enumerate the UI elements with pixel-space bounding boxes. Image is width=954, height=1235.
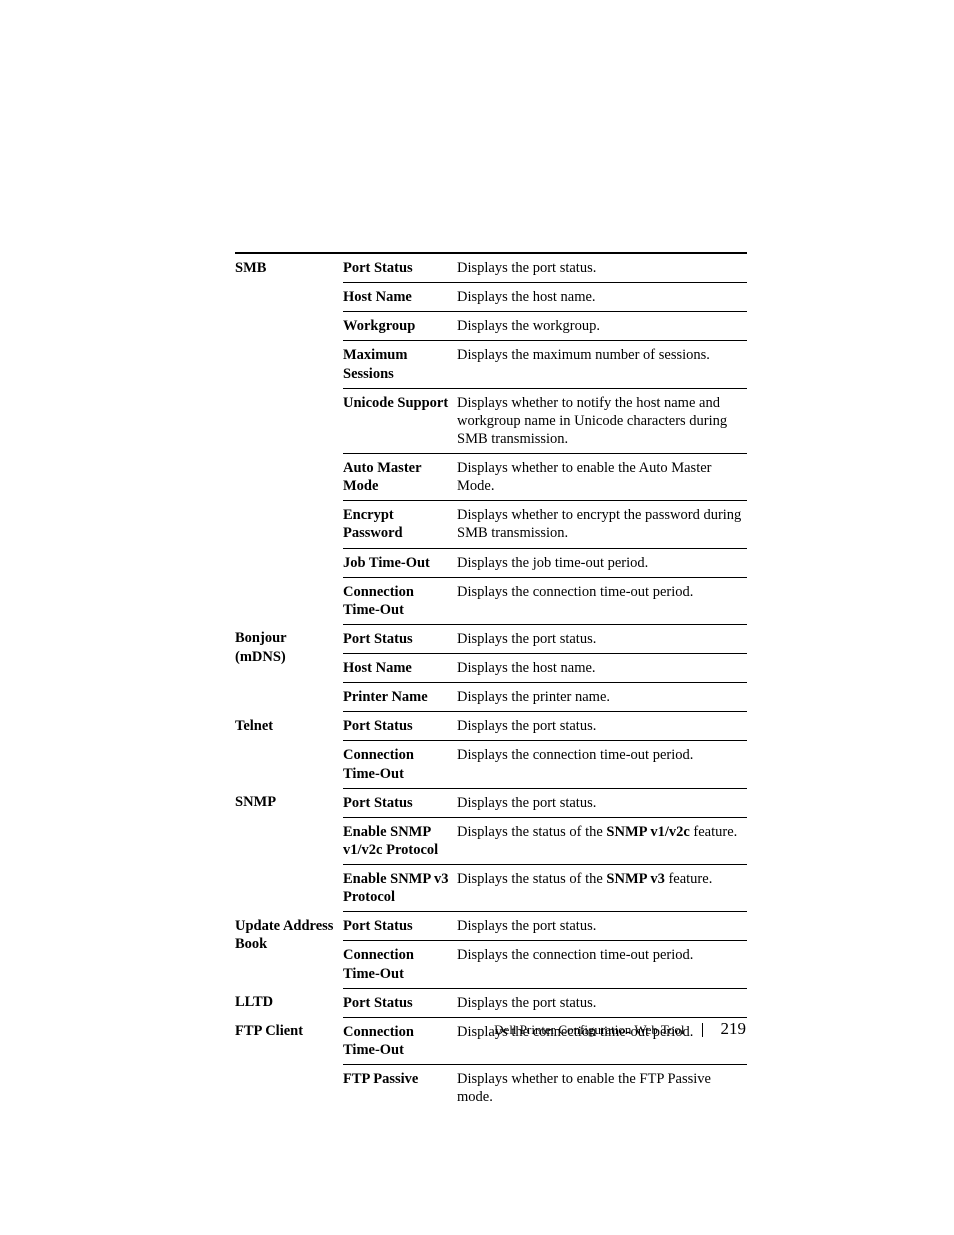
parameter-cell: Workgroup [343,312,457,341]
table-row: TelnetPort StatusDisplays the port statu… [235,712,747,741]
description-cell: Displays the port status. [457,988,747,1017]
category-cell: Telnet [235,712,343,788]
table-row: SNMPPort StatusDisplays the port status. [235,788,747,817]
description-cell: Displays the port status. [457,624,747,653]
footer-separator [702,1023,703,1037]
parameter-cell: Enable SNMP v1/v2c Protocol [343,817,457,864]
parameter-cell: Port Status [343,788,457,817]
category-cell: SNMP [235,788,343,912]
document-page: SMBPort StatusDisplays the port status.H… [0,0,954,1235]
description-cell: Displays the port status. [457,912,747,941]
category-cell: SMB [235,253,343,624]
parameter-cell: Host Name [343,654,457,683]
description-cell: Displays the status of the SNMP v3 featu… [457,865,747,912]
description-cell: Displays the host name. [457,283,747,312]
category-cell: Bonjour (mDNS) [235,624,343,711]
parameter-cell: Port Status [343,253,457,283]
table-row: SMBPort StatusDisplays the port status. [235,253,747,283]
description-cell: Displays whether to enable the FTP Passi… [457,1065,747,1112]
parameter-cell: Unicode Support [343,388,457,453]
parameter-cell: Port Status [343,912,457,941]
parameter-cell: Job Time-Out [343,548,457,577]
page-footer: Dell Printer Configuration Web Tool 219 [0,1019,954,1039]
parameter-cell: Connection Time-Out [343,577,457,624]
parameter-cell: Maximum Sessions [343,341,457,388]
parameter-cell: Encrypt Password [343,501,457,548]
parameter-cell: Port Status [343,624,457,653]
category-cell: Update Address Book [235,912,343,988]
table-row: Bonjour (mDNS)Port StatusDisplays the po… [235,624,747,653]
description-cell: Displays the job time-out period. [457,548,747,577]
description-cell: Displays the printer name. [457,683,747,712]
parameter-cell: Printer Name [343,683,457,712]
parameter-cell: Auto Master Mode [343,454,457,501]
bold-text: SNMP v3 [606,871,664,887]
parameter-cell: Connection Time-Out [343,741,457,788]
description-cell: Displays the connection time-out period. [457,941,747,988]
description-cell: Displays the connection time-out period. [457,577,747,624]
description-cell: Displays the connection time-out period. [457,741,747,788]
parameter-cell: Enable SNMP v3 Protocol [343,865,457,912]
table-row: Update Address BookPort StatusDisplays t… [235,912,747,941]
parameter-cell: FTP Passive [343,1065,457,1112]
description-cell: Displays the workgroup. [457,312,747,341]
description-cell: Displays whether to notify the host name… [457,388,747,453]
parameter-cell: Connection Time-Out [343,941,457,988]
description-cell: Displays the status of the SNMP v1/v2c f… [457,817,747,864]
settings-table-container: SMBPort StatusDisplays the port status.H… [235,252,747,1111]
table-row: LLTDPort StatusDisplays the port status. [235,988,747,1017]
footer-page-number: 219 [721,1019,747,1038]
parameter-cell: Port Status [343,712,457,741]
description-cell: Displays the maximum number of sessions. [457,341,747,388]
description-cell: Displays the port status. [457,788,747,817]
category-cell: LLTD [235,988,343,1017]
footer-title: Dell Printer Configuration Web Tool [494,1022,684,1037]
parameter-cell: Port Status [343,988,457,1017]
settings-table-body: SMBPort StatusDisplays the port status.H… [235,253,747,1111]
description-cell: Displays the host name. [457,654,747,683]
description-cell: Displays whether to encrypt the password… [457,501,747,548]
bold-text: SNMP v1/v2c [606,824,689,840]
description-cell: Displays the port status. [457,253,747,283]
description-cell: Displays whether to enable the Auto Mast… [457,454,747,501]
settings-table: SMBPort StatusDisplays the port status.H… [235,252,747,1111]
parameter-cell: Host Name [343,283,457,312]
description-cell: Displays the port status. [457,712,747,741]
